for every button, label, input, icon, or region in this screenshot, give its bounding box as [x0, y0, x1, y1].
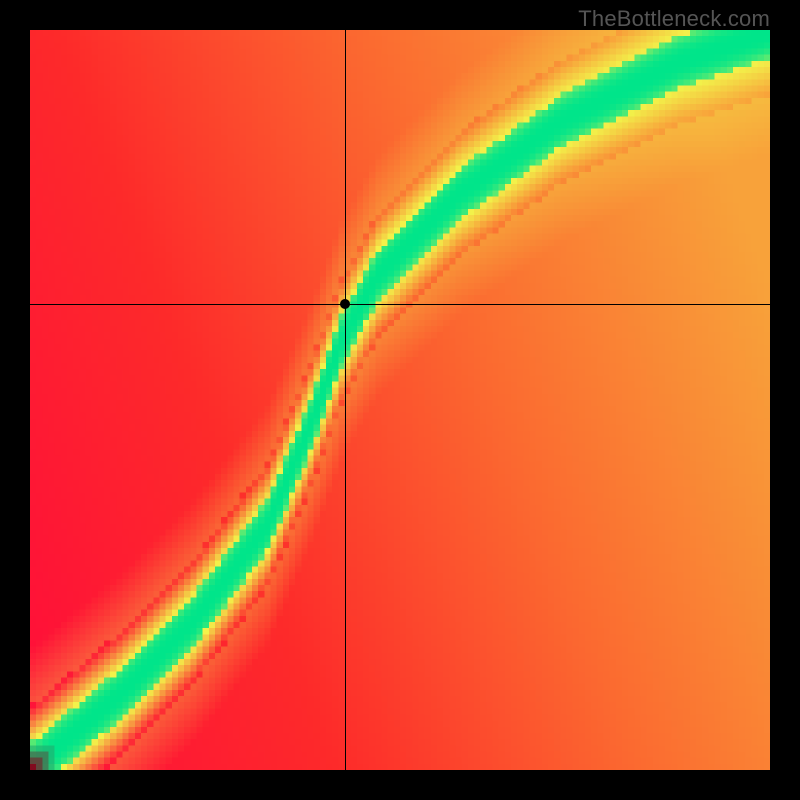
chart-container: TheBottleneck.com — [0, 0, 800, 800]
crosshair-horizontal — [30, 304, 770, 305]
watermark-text: TheBottleneck.com — [578, 6, 770, 32]
marker-dot — [340, 299, 350, 309]
crosshair-vertical — [345, 30, 346, 770]
heatmap-canvas — [30, 30, 770, 770]
heatmap-plot — [30, 30, 770, 770]
